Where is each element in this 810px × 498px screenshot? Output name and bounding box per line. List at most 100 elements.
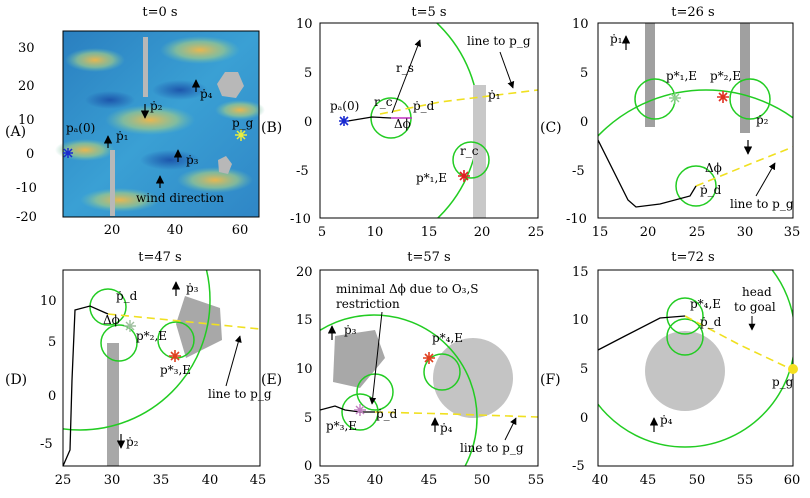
trajectory [63,305,109,466]
p4-label: ṗ₄ [440,421,453,435]
line-label: line to p_g [467,34,531,48]
p1e-marker [458,170,470,182]
panel-b-xtick: 20 [474,225,491,240]
panel-c-xtick: 30 [737,225,754,240]
goal-line [107,313,260,330]
panel-b-ytick: -5 [296,164,309,179]
pd-label: ṗ_d [700,315,722,329]
pd-label: ṗ_d [376,407,398,421]
p3e-marker [354,404,366,416]
obstacle-4 [433,338,513,418]
panel-e-title: t=57 s [407,250,450,265]
panel-f-label: (F) [540,372,561,388]
rs-label: r_s [396,61,414,75]
obstacle-3 [176,296,222,358]
obstacle-3 [218,156,232,174]
goal-line [379,89,538,115]
panel-c-ytick: 10 [572,17,589,32]
obstacle-1 [143,37,148,97]
head-label: head [742,285,772,299]
obstacle-1 [473,85,486,218]
p4e-marker [423,352,435,364]
line-label: line to p_g [208,387,272,401]
rc-label: r_c [460,144,479,158]
panel-d-xtick: 35 [153,473,170,488]
head-label: to goal [734,300,776,314]
panel-d-ytick: 0 [48,389,56,404]
p1e-label: p*₁,E [416,171,447,185]
panel-d-ytick: 10 [40,294,57,309]
panel-e-xtick: 55 [528,473,545,488]
p3e-marker [169,350,181,362]
panel-b-ytick: -10 [290,212,311,227]
panel-c: t=26 s 10 5 0 -5 -10 15 20 25 30 35 (C) … [540,5,800,240]
panel-e-xtick: 50 [474,473,491,488]
panel-e: t=57 s 20 15 10 5 0 35 40 45 50 55 (E) m… [261,250,545,488]
panel-e-xtick: 35 [314,473,331,488]
p1-label: ṗ₁ [610,32,623,46]
goal-line [684,315,793,371]
goal-label: p_g [772,375,794,389]
trajectory [598,139,697,208]
panel-c-ytick: 5 [580,66,588,81]
trajectory [347,116,392,122]
obstacle-2 [107,343,119,466]
panel-a-ytick: -20 [16,210,37,225]
panel-f-xtick: 45 [640,473,657,488]
panel-c-xtick: 15 [592,225,609,240]
p1-label: ṗ₁ [116,129,129,143]
panel-e-ytick: 10 [296,362,313,377]
panel-c-title: t=26 s [671,5,714,20]
panel-f-xtick: 60 [784,473,801,488]
rc-label: r_c [374,95,393,109]
panel-d-xtick: 40 [202,473,219,488]
panel-a: t=0 s 30 20 10 0 -10 -20 20 40 60 (A) [5,5,265,238]
panel-b: t=5 s 10 5 0 -5 -10 5 10 15 20 25 (B) pₐ… [261,5,545,240]
obstacle-2 [110,150,115,216]
p4-label: ṗ₄ [660,413,673,427]
panel-d: t=47 s 10 5 0 -5 25 30 35 40 45 (D) ṗ_d … [5,250,272,488]
panel-a-xtick: 60 [232,223,249,238]
note-arrow [369,311,383,405]
start-label: pₐ(0) [66,121,95,135]
panel-f-xtick: 40 [592,473,609,488]
p1e-label: p*₁,E [666,69,697,83]
safety-circle [100,324,138,362]
safety-circle [423,353,461,391]
dphi-label: Δϕ [103,313,120,327]
panel-d-label: (D) [5,372,27,388]
rs-arrow [391,39,422,114]
panel-a-ytick: 0 [26,147,34,162]
panel-a-ytick: 20 [18,79,35,94]
panel-f-ytick: 5 [580,362,588,377]
panel-c-xtick: 20 [640,225,657,240]
safety-circle [666,297,704,335]
p4-label: ṗ₄ [200,87,213,101]
safety-circle [729,78,771,120]
p3-label: ṗ₃ [344,323,357,337]
panel-c-label: (C) [540,120,562,136]
panel-a-xtick: 40 [167,223,184,238]
panel-d-xtick: 30 [104,473,121,488]
safety-circle [675,165,717,207]
p4e-label: p*₄,E [432,331,463,345]
p2e-label: p*₂,E [136,329,167,343]
p3e-label: p*₃,E [326,419,357,433]
panel-e-xtick: 45 [421,473,438,488]
panel-d-ytick: 5 [48,335,56,350]
panel-b-xtick: 25 [528,225,545,240]
panel-e-ytick: 15 [296,313,313,328]
panel-f-ytick: -5 [572,459,585,474]
obstacle-1 [645,23,655,127]
panel-a-ytick: 30 [18,41,35,56]
panel-c-ytick: -10 [566,212,587,227]
panel-b-xtick: 10 [367,225,384,240]
safety-circle [89,288,127,326]
panel-d-xtick: 25 [55,473,72,488]
wind-field-map [55,31,265,217]
p3-label: ṗ₃ [186,153,199,167]
note-label: restriction [336,297,400,311]
sensing-circle [320,314,478,466]
p4e-label: p*₄,E [690,297,721,311]
